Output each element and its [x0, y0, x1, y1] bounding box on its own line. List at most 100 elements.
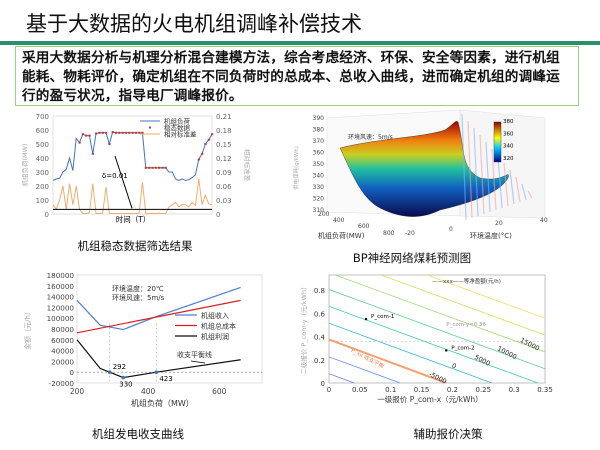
contour-label: -5000 — [427, 370, 447, 386]
y-tick-label: 0 — [449, 226, 453, 233]
steady-point — [134, 131, 138, 134]
env-annotation: 环境温度：20℃ — [112, 284, 164, 293]
bid-point-label: P_com-2 — [451, 345, 474, 351]
x-tick-label: 0 — [327, 386, 331, 394]
colorbar-tick: 360 — [503, 131, 514, 137]
steady-point — [114, 131, 118, 134]
steady-point — [121, 131, 124, 134]
steady-point — [98, 131, 101, 134]
y-tick-label: 0 — [45, 211, 49, 219]
legend-label: ——xxx——等净盈额(元/h) — [432, 277, 501, 285]
x-tick-label: 0.2 — [447, 386, 458, 394]
caption-steady-state: 机组稳态数据筛选结果 — [77, 239, 193, 253]
threshold-label: P_com-y=0.36 — [446, 322, 486, 328]
surface-projection — [503, 162, 509, 207]
x-tick-label: 400 — [141, 387, 156, 396]
series-机组利润 — [76, 339, 241, 379]
breakeven-point — [154, 370, 159, 375]
x-tick-label: 0.15 — [414, 386, 430, 394]
steady-point — [81, 133, 85, 136]
y-tick-label: 500 — [36, 141, 49, 149]
y-tick-label: 100 — [36, 197, 49, 205]
caption-bidding: 辅助报价决策 — [413, 427, 483, 441]
y-axis-label: 金额（元/h） — [23, 308, 32, 350]
surface-projection — [521, 183, 527, 201]
steady-point — [144, 166, 147, 169]
surface-projection — [527, 190, 533, 199]
delta-label: δ=0.01 — [102, 172, 128, 180]
plot-area — [328, 274, 546, 384]
y-tick-label: 0.6 — [314, 310, 326, 318]
surface-projection — [515, 176, 521, 203]
steady-point — [95, 132, 98, 135]
steady-state-chart: 0 0 100 0.03 200 0.06 300 0.09 400 0.12 500 0.15 600… — [20, 113, 252, 224]
y-tick-label: 0.2 — [314, 357, 325, 365]
y2-tick-label: 0.06 — [216, 183, 232, 191]
bid-point-label: P_com-1 — [371, 314, 394, 320]
y-tick-label: 400 — [36, 155, 49, 163]
x-tick-label: 600 — [358, 223, 370, 230]
steady-point — [101, 131, 104, 134]
steady-point — [138, 131, 141, 134]
steady-point — [207, 138, 210, 141]
z-tick-label: 390 — [313, 115, 325, 122]
colorbar-tick: 380 — [503, 119, 514, 125]
y-tick-label: 0 — [321, 380, 325, 388]
legend-label: 机组利润 — [201, 332, 229, 341]
page-title: 基于大数据的火电机组调峰补偿技术 — [26, 12, 362, 36]
steady-point — [197, 158, 200, 161]
y2-tick-label: 0.12 — [216, 155, 232, 163]
legend-swatch — [149, 126, 151, 129]
std-series — [52, 178, 213, 214]
steady-point — [141, 131, 144, 134]
contour-label: 15000 — [519, 336, 541, 353]
steady-point — [204, 143, 207, 145]
y-tick-label: 0.4 — [314, 334, 326, 342]
surface-projection — [461, 113, 467, 221]
caption-surface: BP神经网络煤耗预测图 — [352, 251, 472, 265]
x-axis-label: 时间（T） — [116, 214, 151, 224]
contour-line — [329, 373, 355, 383]
legend-label: 相对标准差 — [164, 130, 197, 139]
side-wall — [459, 109, 546, 219]
steady-point — [108, 143, 111, 145]
plot-area — [76, 274, 263, 384]
y-tick-label: 20000 — [51, 357, 74, 366]
y2-tick-label: 0.21 — [216, 113, 232, 121]
z-tick-label: 370 — [313, 138, 325, 145]
plot-area — [52, 115, 213, 215]
contour-line — [329, 289, 545, 370]
arrow-label: 收支平衡线 — [177, 350, 212, 359]
y-tick-label: 140000 — [47, 293, 75, 302]
steady-point — [78, 141, 81, 144]
y2-axis-label: 相对标准差 — [243, 149, 252, 182]
y-tick-label: 180000 — [47, 271, 75, 280]
x-tick-label: 0.25 — [475, 386, 491, 394]
steady-point — [131, 131, 134, 134]
contour-label: 5000 — [473, 353, 491, 368]
surface-projection — [509, 169, 515, 205]
y-tick-label: 0.8 — [314, 287, 325, 295]
y-tick-label: 20 — [495, 220, 503, 227]
z-tick-label: 350 — [313, 161, 325, 168]
steady-point — [105, 131, 108, 134]
surface-projection — [473, 127, 479, 217]
steady-point — [88, 134, 91, 137]
y-tick-label: 100000 — [47, 314, 75, 323]
breakeven-line — [329, 338, 447, 383]
series-机组总成本 — [76, 299, 241, 334]
y-axis-label: 二级报价 P_com-y（元/kWh） — [299, 283, 308, 374]
y-tick-label: 120000 — [47, 303, 75, 312]
contour-line — [334, 275, 545, 353]
steady-point — [118, 131, 121, 134]
surface — [339, 121, 509, 217]
y-tick-label: 0 — [69, 368, 74, 377]
point-label: 292 — [113, 363, 126, 371]
description-box: 采用大数据分析与机理分析混合建模方法，综合考虑经济、环保、安全等因素，进行机组能… — [15, 46, 579, 106]
point-label: 423 — [159, 375, 172, 383]
x-axis-label: 机组负荷（MW） — [131, 398, 194, 408]
x-axis-label: 一级报价 P_com-x（元/kWh） — [377, 394, 482, 404]
contour-line — [329, 305, 539, 383]
y-tick-label: 60000 — [51, 336, 74, 345]
y-tick-label: 40000 — [51, 347, 74, 356]
